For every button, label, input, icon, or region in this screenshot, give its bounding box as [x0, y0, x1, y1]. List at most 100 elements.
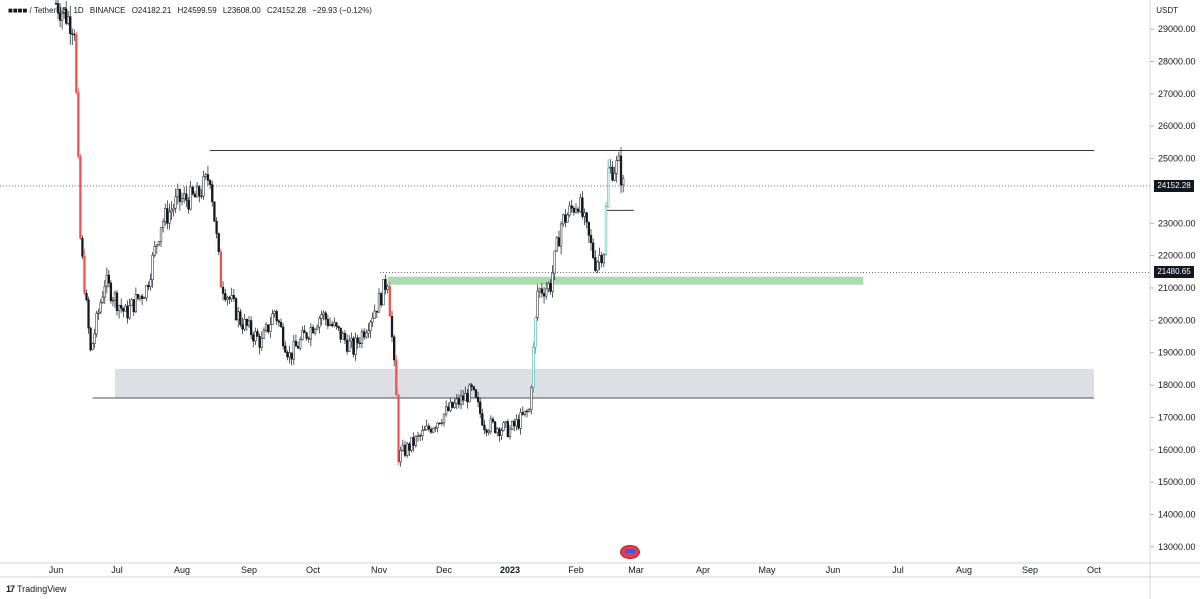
candle	[613, 166, 616, 182]
candle	[305, 331, 308, 341]
candle	[267, 324, 270, 335]
change-value: −29.93 (−0.12%)	[312, 6, 372, 15]
price-tick-label: 19000.00	[1158, 348, 1196, 358]
candle-body	[87, 299, 90, 329]
branding[interactable]: 17 TradingView	[6, 584, 67, 594]
candle	[56, 0, 60, 19]
candle-body	[215, 220, 218, 234]
candle-body	[307, 338, 310, 340]
candle-body	[335, 322, 338, 327]
candle-body	[585, 212, 588, 223]
candle-body	[500, 430, 503, 436]
time-tick-label: Feb	[568, 565, 584, 575]
time-tick-label: Apr	[696, 565, 710, 575]
candle-body	[408, 443, 411, 451]
candle-body	[109, 282, 113, 302]
candle	[576, 207, 580, 215]
candle	[502, 421, 505, 432]
candle	[290, 352, 293, 366]
candle	[219, 248, 223, 288]
candle-body	[613, 173, 616, 181]
earnings-event-icon[interactable]	[620, 545, 640, 559]
candle-body	[406, 443, 409, 456]
candle	[510, 420, 514, 431]
candle-body	[365, 332, 368, 338]
candle	[434, 426, 437, 432]
candle	[395, 355, 398, 396]
price-tick-label: 23000.00	[1158, 218, 1196, 228]
candle-body	[71, 33, 74, 35]
candle-body	[440, 422, 443, 424]
price-tick-label: 26000.00	[1158, 121, 1196, 131]
candle	[594, 250, 597, 273]
candle	[303, 325, 306, 334]
candle	[451, 401, 454, 409]
candle	[555, 236, 558, 253]
candle	[333, 317, 336, 328]
candle	[161, 218, 165, 233]
candle	[120, 298, 123, 313]
candle-body	[530, 387, 533, 411]
price-tick-label: 16000.00	[1158, 445, 1196, 455]
candle	[322, 310, 325, 321]
candle	[224, 289, 227, 302]
candle	[252, 331, 255, 348]
candle	[247, 315, 251, 329]
candle-body	[617, 155, 621, 161]
candle-body	[515, 419, 518, 427]
candle-body	[130, 299, 133, 306]
candle-body	[326, 319, 330, 326]
candle	[168, 203, 171, 230]
candle-body	[170, 209, 173, 213]
candle-body	[470, 384, 473, 387]
gray-zone	[114, 368, 1094, 398]
candle-body	[117, 305, 121, 312]
candle-body	[264, 324, 268, 331]
candle-body	[457, 398, 461, 405]
candle-body	[621, 178, 625, 186]
candle	[117, 304, 121, 319]
candle-body	[174, 196, 177, 209]
candle-body	[56, 3, 60, 14]
candle	[425, 419, 428, 431]
currency-label[interactable]: USDT	[1156, 6, 1178, 15]
candle-body	[200, 195, 203, 198]
candle	[380, 292, 383, 308]
candle-body	[290, 352, 293, 360]
candle-body	[120, 305, 123, 309]
candle-body	[241, 324, 244, 330]
candle	[462, 389, 465, 406]
time-tick-label: Jul	[111, 565, 123, 575]
time-tick-label: Jun	[49, 565, 64, 575]
candle-body	[337, 325, 340, 329]
candle-body	[60, 13, 64, 21]
candle-body	[316, 326, 319, 330]
candle	[178, 188, 182, 211]
candle	[438, 422, 441, 425]
candle-body	[195, 186, 199, 198]
candle	[489, 415, 492, 435]
candle-body	[362, 331, 366, 338]
candle	[390, 310, 394, 343]
price-tick-label: 27000.00	[1158, 89, 1196, 99]
candle-body	[611, 166, 614, 181]
candle-body	[367, 330, 370, 334]
candle	[341, 330, 344, 340]
candle-body	[191, 186, 194, 195]
candle-body	[455, 398, 458, 404]
symbol-name[interactable]: ■■■■ / TetherUS	[8, 6, 68, 15]
candle-body	[141, 295, 144, 299]
candles	[54, 0, 625, 467]
candle-body	[598, 255, 601, 263]
candle-body	[416, 435, 420, 437]
candle	[193, 191, 197, 198]
candle-body	[390, 316, 394, 338]
candle	[423, 425, 426, 432]
candle	[498, 427, 501, 442]
candle	[81, 235, 84, 260]
candle-body	[564, 214, 567, 223]
candle	[204, 172, 207, 180]
candle	[401, 439, 404, 452]
candle-body	[566, 214, 569, 223]
